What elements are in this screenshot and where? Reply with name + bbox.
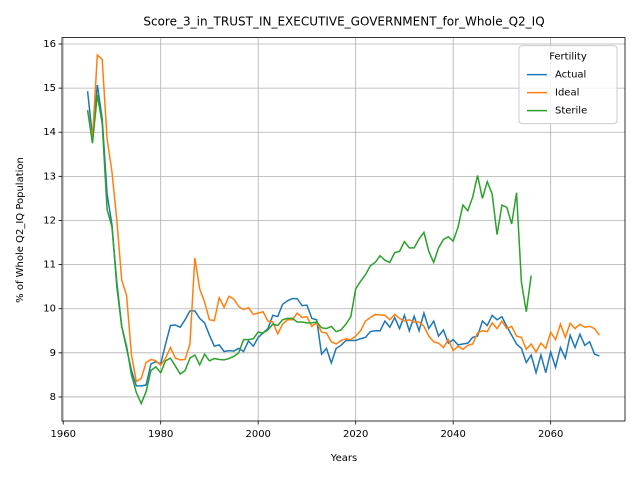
x-axis-label: Years xyxy=(330,453,357,464)
y-tick-label: 8 xyxy=(50,392,56,403)
data-line xyxy=(86,94,532,406)
y-tick-label: 16 xyxy=(43,39,56,50)
legend-box xyxy=(518,45,618,125)
legend-label: Actual xyxy=(555,70,586,81)
y-tick-label: 13 xyxy=(43,171,56,182)
y-tick-label: 10 xyxy=(43,304,56,315)
y-tick-label: 15 xyxy=(43,83,56,94)
data-line xyxy=(86,84,600,387)
x-tick-label: 1980 xyxy=(148,429,173,440)
y-axis-label: % of Whole Q2_IQ Population xyxy=(15,157,26,303)
data-line xyxy=(86,53,601,383)
x-tick-label: 2020 xyxy=(343,429,368,440)
y-tick-label: 12 xyxy=(43,215,56,226)
x-tick-label: 1960 xyxy=(50,429,75,440)
plot-frame xyxy=(61,37,626,422)
legend-title: Fertility xyxy=(549,52,587,63)
x-tick-label: 2060 xyxy=(538,429,563,440)
legend: Fertility Actual Ideal Sterile xyxy=(518,45,618,125)
legend-label: Ideal xyxy=(555,88,579,99)
x-tick-label: 2040 xyxy=(440,429,465,440)
y-tick-label: 11 xyxy=(43,260,56,271)
y-tick-label: 9 xyxy=(50,348,56,359)
x-tick-label: 2000 xyxy=(245,429,270,440)
chart-title: Score_3_in_TRUST_IN_EXECUTIVE_GOVERNMENT… xyxy=(143,15,544,29)
legend-label: Sterile xyxy=(555,106,587,117)
y-tick-label: 14 xyxy=(43,127,56,138)
